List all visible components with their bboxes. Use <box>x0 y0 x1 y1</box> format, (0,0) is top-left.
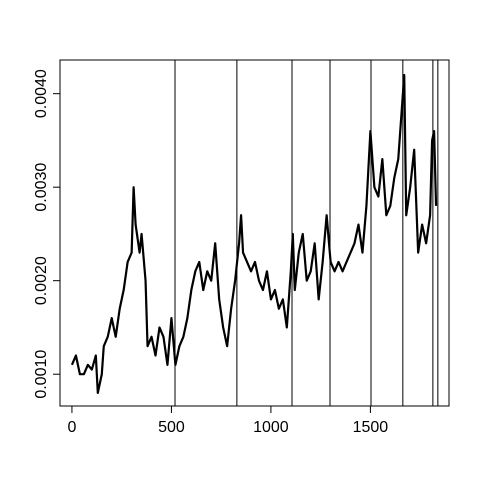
x-tick-label: 500 <box>158 419 185 436</box>
x-tick-label: 1500 <box>353 419 389 436</box>
y-tick-label: 0.0010 <box>33 350 50 399</box>
data-line <box>70 73 438 395</box>
plot-box <box>59 59 450 407</box>
x-tick-label: 0 <box>67 419 76 436</box>
y-tick-label: 0.0030 <box>33 163 50 212</box>
y-tick-label: 0.0040 <box>33 69 50 118</box>
x-tick-label: 1000 <box>253 419 289 436</box>
y-tick-label: 0.0020 <box>33 256 50 305</box>
